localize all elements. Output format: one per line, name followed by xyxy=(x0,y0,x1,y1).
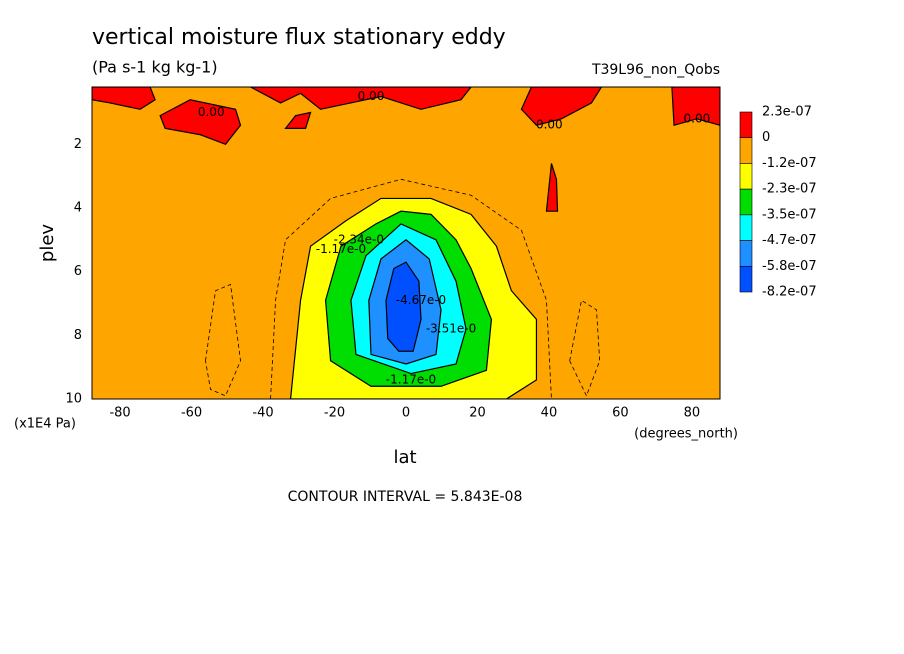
colorbar-label: -1.2e-07 xyxy=(762,156,817,171)
colorbar-swatch xyxy=(739,214,753,241)
y-tick-label: 6 xyxy=(74,264,82,279)
x-units: (degrees_north) xyxy=(634,427,738,442)
contour-label: -4.67e-0 xyxy=(396,293,446,307)
contour-line xyxy=(205,283,241,397)
x-axis-label: lat xyxy=(393,447,416,468)
x-tick-label: -20 xyxy=(324,406,345,421)
contour-label: 0.00 xyxy=(536,118,563,132)
contour-label: 0.00 xyxy=(358,89,385,103)
colorbar-label: -5.8e-07 xyxy=(762,259,817,274)
footer: CONTOUR INTERVAL = 5.843E-08 xyxy=(288,489,523,505)
filled-region xyxy=(671,87,720,126)
x-tick-label: 40 xyxy=(541,406,558,421)
x-tick-label: -40 xyxy=(252,406,273,421)
y-tick-label: 4 xyxy=(74,200,82,215)
filled-region xyxy=(250,87,472,110)
y-tick-label: 10 xyxy=(65,392,82,407)
colorbar-swatch xyxy=(739,163,753,190)
contour-label: -1.17e-0 xyxy=(316,242,366,256)
contour-label: -3.51e-0 xyxy=(426,321,476,335)
filled-region xyxy=(92,87,156,110)
y-tick-label: 2 xyxy=(74,137,82,152)
contour-label: 0.00 xyxy=(684,111,711,125)
x-tick-label: 0 xyxy=(402,406,410,421)
x-tick-label: -80 xyxy=(109,406,130,421)
contour-label: 0.00 xyxy=(198,105,225,119)
colorbar-label: 2.3e-07 xyxy=(762,105,812,120)
colorbar-label: -4.7e-07 xyxy=(762,233,817,248)
colorbar-label: -3.5e-07 xyxy=(762,207,817,222)
y-tick-label: 8 xyxy=(74,328,82,343)
y-units: (x1E4 Pa) xyxy=(14,417,76,432)
colorbar-swatch xyxy=(739,137,753,164)
plot-frame xyxy=(91,86,721,400)
colorbar-label: -2.3e-07 xyxy=(762,182,817,197)
y-axis-label: plev xyxy=(37,224,58,263)
colorbar-swatch xyxy=(739,240,753,267)
colorbar-swatch xyxy=(739,265,753,293)
x-tick-label: 60 xyxy=(612,406,629,421)
filled-region xyxy=(520,87,603,126)
x-tick-label: -60 xyxy=(181,406,202,421)
filled-region xyxy=(159,99,242,146)
colorbar-label: 0 xyxy=(762,130,770,145)
x-tick-label: 20 xyxy=(469,406,486,421)
colorbar-swatch xyxy=(739,188,753,216)
filled-region xyxy=(385,261,422,352)
filled-region xyxy=(284,111,312,129)
contour-label: -2.34e-0 xyxy=(334,232,384,246)
colorbar-label: -8.2e-07 xyxy=(762,285,817,300)
chart-title: vertical moisture flux stationary eddy xyxy=(92,25,506,50)
chart-subtitle: (Pa s-1 kg kg-1) xyxy=(92,58,218,77)
dataset-label: T39L96_non_Qobs xyxy=(591,62,720,78)
colorbar-swatch xyxy=(739,111,753,139)
x-tick-label: 80 xyxy=(684,406,701,421)
contour-line xyxy=(270,178,552,399)
contour-line xyxy=(569,299,601,397)
contour-label: -1.17e-0 xyxy=(386,372,436,386)
filled-region xyxy=(545,163,559,212)
